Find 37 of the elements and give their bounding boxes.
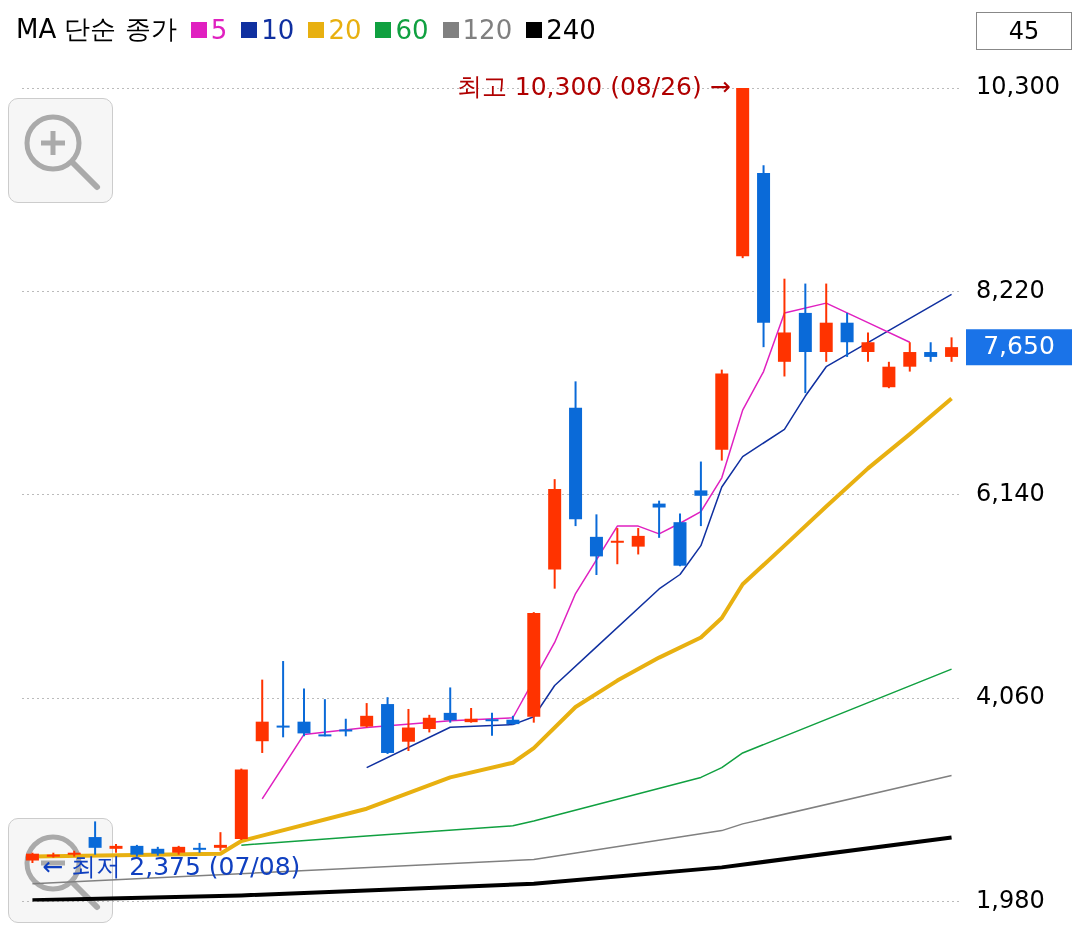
candlestick bbox=[213, 831, 227, 852]
candlestick bbox=[255, 678, 269, 754]
y-tick-label: 6,140 bbox=[976, 479, 1045, 508]
candlestick bbox=[88, 820, 102, 856]
text: 7,650 bbox=[983, 330, 1055, 360]
y-tick-label: 8,220 bbox=[976, 275, 1045, 304]
candlestick bbox=[318, 698, 332, 738]
candlestick bbox=[882, 360, 896, 390]
y-tick-label: 1,980 bbox=[976, 885, 1045, 914]
candlestick bbox=[297, 687, 311, 738]
candlestick bbox=[840, 311, 854, 358]
y-tick-label: 10,300 bbox=[976, 72, 1060, 101]
legend-label: 60 bbox=[395, 14, 429, 45]
legend-label: 20 bbox=[328, 14, 362, 45]
annotation: ← 최저 2,375 (07/08) bbox=[42, 852, 301, 882]
candlestick bbox=[276, 660, 290, 739]
candlestick bbox=[485, 711, 499, 737]
candlestick bbox=[945, 336, 959, 363]
legend-title: MA 단순 종가 bbox=[16, 13, 177, 46]
candlestick bbox=[861, 331, 875, 363]
legend-label: 5 bbox=[210, 14, 228, 45]
candlestick bbox=[401, 707, 415, 753]
annotation: 최고 10,300 (08/26) → bbox=[456, 71, 731, 101]
text: 45 bbox=[976, 12, 1072, 50]
legend-label: 120 bbox=[462, 14, 513, 45]
y-tick-label: 4,060 bbox=[976, 682, 1045, 711]
legend-label: 10 bbox=[261, 14, 295, 45]
candlestick bbox=[443, 686, 457, 724]
legend-label: 240 bbox=[546, 14, 596, 45]
candlestick bbox=[631, 527, 645, 556]
candlestick bbox=[589, 513, 603, 576]
candlestick bbox=[610, 527, 624, 566]
candlestick bbox=[360, 702, 374, 729]
candlestick bbox=[903, 341, 917, 373]
candlestick bbox=[652, 499, 666, 539]
candlestick bbox=[694, 460, 708, 528]
candlestick bbox=[924, 341, 938, 363]
